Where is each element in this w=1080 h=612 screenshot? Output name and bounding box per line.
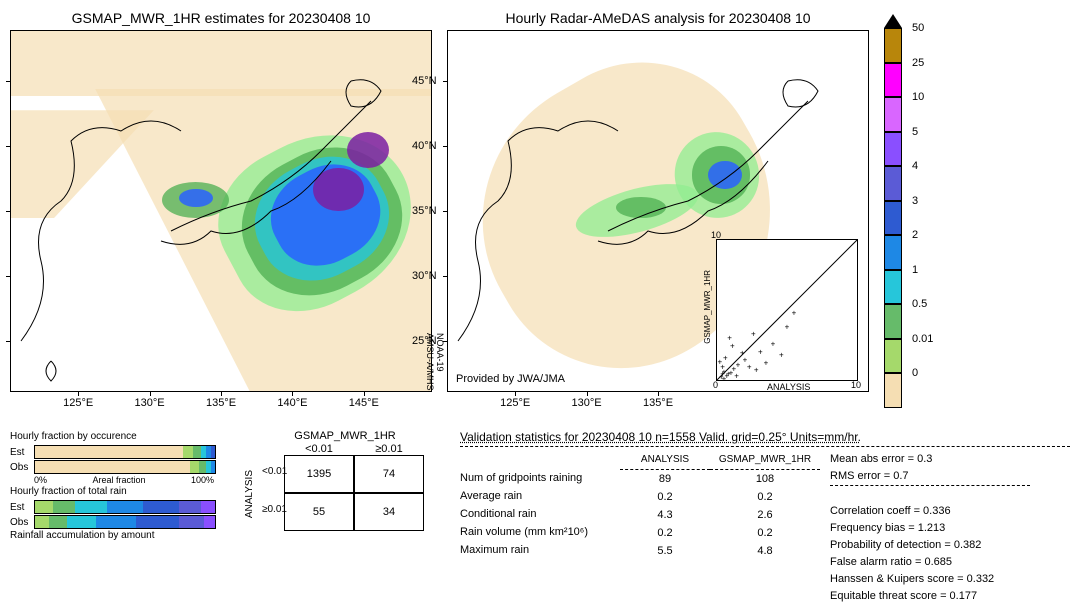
- stats-col1: ANALYSIS: [620, 451, 710, 470]
- map1-xtick: 130°E: [135, 397, 165, 409]
- est-lbl: Est: [10, 447, 34, 458]
- ct-cell: 55: [284, 493, 354, 531]
- stat-val: 4.3: [620, 506, 710, 524]
- stat-val: 108: [710, 470, 820, 488]
- metric: Frequency bias = 1.213: [830, 520, 1030, 537]
- map2-ytick: 25°N: [412, 335, 437, 347]
- metrics-list: Mean abs error = 0.3 RMS error = 0.7 Cor…: [830, 451, 1030, 605]
- stats-block: Validation statistics for 20230408 10 n=…: [460, 430, 1070, 605]
- inset-tick: 10: [851, 380, 861, 390]
- bar-est-tot: [34, 500, 216, 514]
- top-row: GSMAP_MWR_1HR estimates for 20230408 10 …: [10, 10, 1070, 408]
- axis-mid: Areal fraction: [92, 475, 145, 485]
- stat-val: 4.8: [710, 542, 820, 560]
- metric: RMS error = 0.7: [830, 468, 1030, 485]
- map2-title: Hourly Radar-AMeDAS analysis for 2023040…: [447, 10, 869, 26]
- metric: Hanssen & Kuipers score = 0.332: [830, 571, 1030, 588]
- map2-panel: Hourly Radar-AMeDAS analysis for 2023040…: [447, 10, 869, 392]
- map2-ytick: 35°N: [412, 205, 437, 217]
- map2-xtick: 135°E: [643, 397, 673, 409]
- stat-val: 89: [620, 470, 710, 488]
- map1-panel: GSMAP_MWR_1HR estimates for 20230408 10 …: [10, 10, 432, 392]
- metric: Equitable threat score = 0.177: [830, 588, 1030, 605]
- metric: False alarm ratio = 0.685: [830, 554, 1030, 571]
- fraction-block: Hourly fraction by occurence Est Obs 0% A…: [10, 430, 230, 544]
- bar-est-occ: [34, 445, 216, 459]
- stat-val: 0.2: [710, 488, 820, 506]
- map1-title: GSMAP_MWR_1HR estimates for 20230408 10: [10, 10, 432, 26]
- ct-cell: 1395: [284, 455, 354, 493]
- map1-xtick: 135°E: [206, 397, 236, 409]
- map2-ytick: 30°N: [412, 270, 437, 282]
- inset-ylabel: GSMAP_MWR_1HR: [703, 270, 712, 344]
- bottom-row: Hourly fraction by occurence Est Obs 0% A…: [10, 430, 1070, 605]
- obs-lbl2: Obs: [10, 517, 34, 528]
- axis-l: 0%: [34, 475, 47, 485]
- ct-row-lt: <0.01: [262, 466, 287, 504]
- map2-ytick: 40°N: [412, 140, 437, 152]
- stats-header: Validation statistics for 20230408 10 n=…: [460, 430, 1070, 447]
- map2-box: 45°N 40°N 35°N 30°N 25°N 125°E 130°E 135…: [447, 30, 869, 392]
- est-lbl2: Est: [10, 502, 34, 513]
- stat-label: Conditional rain: [460, 505, 620, 523]
- stat-label: Maximum rain: [460, 541, 620, 559]
- stat-label: Average rain: [460, 487, 620, 505]
- ct-row-ge: ≥0.01: [262, 504, 287, 542]
- stat-val: 0.2: [620, 524, 710, 542]
- ct-title: GSMAP_MWR_1HR: [250, 430, 440, 442]
- inset-tick: 0: [713, 380, 718, 390]
- frac-title2: Hourly fraction of total rain: [10, 486, 230, 497]
- stat-val: 0.2: [620, 488, 710, 506]
- map1-xtick: 140°E: [277, 397, 307, 409]
- frac-caption3: Rainfall accumulation by amount: [10, 530, 230, 541]
- map2-ytick: 45°N: [412, 75, 437, 87]
- metric: Mean abs error = 0.3: [830, 451, 1030, 468]
- bar-obs-occ: [34, 460, 216, 474]
- stat-val: 5.5: [620, 542, 710, 560]
- bar-obs-tot: [34, 515, 216, 529]
- stat-label: Rain volume (mm km²10⁶): [460, 523, 620, 541]
- map1-box: 45°N 40°N 35°N 30°N 25°N 125°E 130°E 135…: [10, 30, 432, 392]
- ct-cell: 34: [354, 493, 424, 531]
- obs-lbl: Obs: [10, 462, 34, 473]
- contingency-table: GSMAP_MWR_1HR <0.01 ≥0.01 1395 74 55 34 …: [250, 430, 440, 531]
- stat-val: 0.2: [710, 524, 820, 542]
- stats-col2: GSMAP_MWR_1HR: [710, 451, 820, 470]
- ct-cell: 74: [354, 455, 424, 493]
- frac-title1: Hourly fraction by occurence: [10, 431, 230, 442]
- axis-r: 100%: [191, 475, 214, 485]
- map1-coast: [11, 31, 431, 391]
- color-legend: 502510543210.50.010: [884, 28, 912, 408]
- inset-xlabel: ANALYSIS: [767, 382, 810, 392]
- ct-col-ge: ≥0.01: [354, 443, 424, 455]
- metric: Correlation coeff = 0.336: [830, 503, 1030, 520]
- inset-tick: 10: [711, 230, 721, 240]
- stat-label: Num of gridpoints raining: [460, 469, 620, 487]
- stat-val: 2.6: [710, 506, 820, 524]
- map2-xtick: 130°E: [572, 397, 602, 409]
- provided-label: Provided by JWA/JMA: [456, 373, 565, 385]
- ct-row-title: ANALYSIS: [244, 470, 255, 518]
- ct-col-lt: <0.01: [284, 443, 354, 455]
- map2-xtick: 125°E: [500, 397, 530, 409]
- metric: Probability of detection = 0.382: [830, 537, 1030, 554]
- scatter-inset: ++++++++++++++++++++++++++ ANALYSIS GSMA…: [716, 239, 858, 381]
- map1-xtick: 125°E: [63, 397, 93, 409]
- map1-xtick: 145°E: [349, 397, 379, 409]
